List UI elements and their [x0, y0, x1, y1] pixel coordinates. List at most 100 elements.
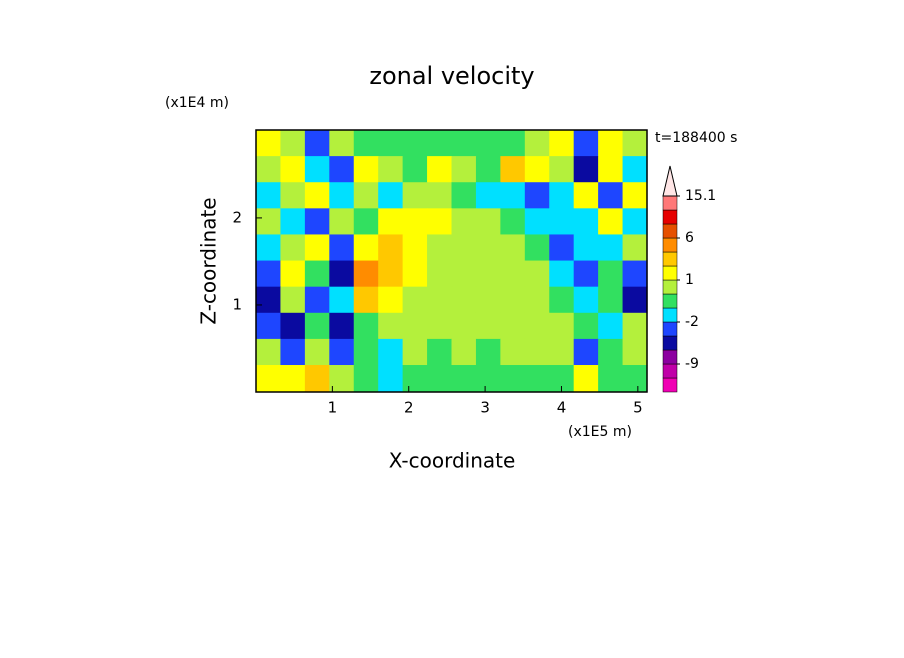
- contour-cell: [353, 286, 379, 314]
- colorbar-label: -9: [685, 356, 699, 372]
- contour-cell: [451, 312, 477, 340]
- contour-cell: [524, 286, 550, 314]
- contour-cell: [304, 365, 330, 392]
- contour-cell: [353, 182, 379, 209]
- colorbar-box: [662, 307, 678, 323]
- contour-cell: [402, 234, 428, 262]
- contour-cell: [378, 338, 404, 366]
- contour-cell: [500, 365, 526, 392]
- colorbar-box: [662, 335, 678, 351]
- contour-cell: [524, 260, 550, 288]
- contour-cell: [402, 208, 428, 236]
- contour-cell: [500, 286, 526, 314]
- contour-cell: [500, 208, 526, 236]
- contour-cell: [427, 286, 453, 314]
- contour-cell: [378, 182, 404, 209]
- contour-cell: [256, 182, 282, 209]
- contour-cell: [451, 260, 477, 288]
- contour-cell: [500, 182, 526, 209]
- contour-cell: [378, 365, 404, 392]
- contour-cell: [329, 286, 355, 314]
- contour-cell: [427, 338, 453, 366]
- contour-cell: [378, 208, 404, 236]
- contour-cell: [500, 338, 526, 366]
- contour-cell: [256, 286, 282, 314]
- x-tick-label: 5: [633, 399, 643, 417]
- contour-cell: [451, 130, 477, 157]
- contour-cell: [353, 365, 379, 392]
- colorbar-box: [662, 251, 678, 267]
- contour-cell: [304, 208, 330, 236]
- contour-cell: [475, 260, 501, 288]
- contour-cell: [353, 338, 379, 366]
- contour-cell: [475, 208, 501, 236]
- contour-cell: [280, 286, 306, 314]
- contour-cell: [622, 182, 648, 209]
- contour-cell: [598, 182, 624, 209]
- contour-cell: [622, 286, 648, 314]
- contour-cell: [427, 182, 453, 209]
- contour-cell: [353, 234, 379, 262]
- contour-cell: [598, 286, 624, 314]
- contour-cell: [353, 130, 379, 157]
- contour-cell: [353, 156, 379, 183]
- y-scale-label: (x1E4 m): [165, 95, 229, 111]
- contour-cell: [475, 286, 501, 314]
- contour-cell: [329, 130, 355, 157]
- contour-cell: [353, 312, 379, 340]
- contour-cell: [378, 234, 404, 262]
- contour-cell: [598, 260, 624, 288]
- contour-cell: [598, 312, 624, 340]
- contour-cell: [280, 156, 306, 183]
- colorbar-box: [662, 195, 678, 211]
- contour-cell: [353, 260, 379, 288]
- chart-title: zonal velocity: [369, 62, 534, 90]
- contour-cell: [622, 156, 648, 183]
- plot-frame: [255, 129, 648, 393]
- contour-cell: [524, 130, 550, 157]
- contour-cell: [451, 156, 477, 183]
- contour-cell: [451, 182, 477, 209]
- contour-cell: [598, 156, 624, 183]
- contour-cell: [622, 234, 648, 262]
- contour-cell: [402, 365, 428, 392]
- contour-cell: [524, 234, 550, 262]
- contour-cell: [451, 286, 477, 314]
- colorbar-box: [662, 209, 678, 225]
- contour-cell: [280, 182, 306, 209]
- contour-cell: [475, 234, 501, 262]
- contour-cell: [475, 312, 501, 340]
- x-tick-label: 1: [328, 399, 338, 417]
- contour-cell: [573, 365, 599, 392]
- contour-cell: [402, 260, 428, 288]
- contour-cell: [402, 286, 428, 314]
- contour-cell: [378, 260, 404, 288]
- contour-cell: [573, 130, 599, 157]
- contour-cell: [378, 286, 404, 314]
- x-tick-label: 4: [557, 399, 567, 417]
- contour-cell: [573, 234, 599, 262]
- contour-cell: [378, 312, 404, 340]
- contour-cell: [280, 260, 306, 288]
- contour-cell: [475, 130, 501, 157]
- contour-cell: [378, 130, 404, 157]
- contour-cell: [280, 338, 306, 366]
- contour-cell: [329, 208, 355, 236]
- contour-cell: [598, 365, 624, 392]
- contour-cell: [427, 130, 453, 157]
- contour-cell: [524, 208, 550, 236]
- contour-cell: [256, 338, 282, 366]
- contour-cell: [549, 130, 575, 157]
- contour-cell: [256, 234, 282, 262]
- contour-cell: [573, 338, 599, 366]
- contour-cell: [549, 208, 575, 236]
- contour-cell: [304, 286, 330, 314]
- contour-cell: [622, 130, 648, 157]
- contour-cell: [549, 156, 575, 183]
- contour-cell: [573, 182, 599, 209]
- contour-cell: [256, 260, 282, 288]
- contour-cell: [353, 208, 379, 236]
- contour-cell: [329, 182, 355, 209]
- contour-cell: [256, 156, 282, 183]
